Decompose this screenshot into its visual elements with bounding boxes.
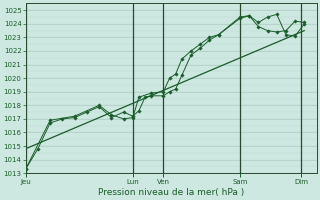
X-axis label: Pression niveau de la mer( hPa ): Pression niveau de la mer( hPa ): [98, 188, 244, 197]
